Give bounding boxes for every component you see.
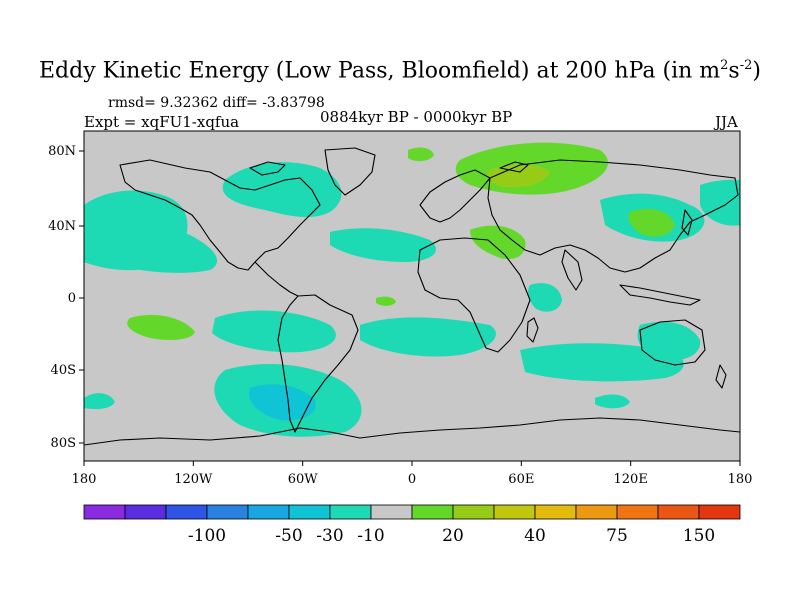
neg-region-south-pacific — [212, 310, 336, 353]
pos-region-pacific-south — [127, 314, 195, 340]
colorbar-label: 20 — [442, 526, 464, 546]
plot-title: Eddy Kinetic Energy (Low Pass, Bloomfiel… — [0, 58, 800, 83]
lat-tick-label: 40N — [48, 219, 76, 234]
neg-region-australia — [637, 321, 701, 361]
colorbar-swatch — [206, 504, 249, 520]
coast-central-america — [254, 261, 299, 297]
coast-europe — [419, 169, 491, 223]
colorbar-swatch — [452, 504, 495, 520]
coast-australia — [639, 319, 706, 366]
map-background — [84, 131, 740, 461]
colorbar-swatch — [288, 504, 331, 520]
lon-tick-label: 60W — [288, 472, 319, 487]
colorbar-label: 150 — [683, 526, 715, 546]
lon-tick-label: 120W — [174, 472, 213, 487]
colorbar-swatch — [698, 504, 741, 520]
lon-tick-label: 60E — [508, 472, 534, 487]
neg-region-south-indian — [595, 394, 630, 409]
coast-antarctica — [84, 417, 740, 446]
colorbar-label: -50 — [275, 526, 302, 546]
lat-tick-label: 40S — [51, 363, 76, 378]
neg-region-drake — [249, 384, 316, 421]
coast-indonesia — [619, 284, 701, 306]
colorbar-swatch — [165, 504, 208, 520]
coast-south-america — [277, 294, 359, 433]
neg-region-pacific-band — [84, 221, 218, 273]
coast-north-america — [119, 159, 321, 271]
lon-tick-label: 120E — [614, 472, 648, 487]
colorbar-swatch — [534, 504, 577, 520]
latitude-ticks: 80N 40N 0 40S 80S — [48, 144, 84, 451]
longitude-ticks: 180 120W 60W 0 60E 120E 180 — [72, 461, 753, 487]
lat-tick-label: 80S — [51, 436, 76, 451]
lon-tick-label: 180 — [728, 472, 753, 487]
lon-tick-label: 180 — [72, 472, 97, 487]
neg-region-indian-ocean — [520, 343, 684, 382]
coast-greenland — [324, 147, 376, 196]
coastlines — [84, 147, 740, 446]
neg-region-north-pacific-east — [700, 179, 740, 226]
neg-region-africa — [527, 283, 562, 312]
coast-asia — [487, 159, 739, 273]
coast-madagascar — [526, 317, 539, 343]
coast-arctic-islands-2 — [499, 161, 529, 173]
pos-region-asia — [628, 208, 675, 237]
colorbar-swatch — [124, 504, 167, 520]
colorbar-swatch — [370, 504, 413, 520]
pos-region-middle-east — [470, 225, 526, 260]
lon-tick-label: 0 — [408, 472, 416, 487]
colorbar-swatch — [83, 504, 126, 520]
pos-region-eurasia-core — [487, 164, 550, 188]
colorbar-label: 40 — [524, 526, 546, 546]
experiment-label: Expt = xqFU1-xqfua — [84, 113, 240, 131]
colorbar-swatch — [411, 504, 454, 520]
neg-region-south-pacific-far — [84, 393, 115, 410]
neg-region-atlantic — [330, 228, 436, 262]
coast-india — [561, 249, 583, 291]
title-text: Eddy Kinetic Energy (Low Pass, Bloomfiel… — [39, 58, 721, 84]
title-close: ) — [752, 58, 761, 84]
colorbar-label: -100 — [188, 526, 226, 546]
coast-japan — [681, 209, 693, 236]
period-label: 0884kyr BP - 0000kyr BP — [320, 108, 513, 126]
colorbar-swatch — [657, 504, 700, 520]
anomaly-contours — [84, 162, 740, 437]
colorbar-swatch — [247, 504, 290, 520]
title-sup1: 2 — [720, 58, 729, 73]
pos-region-atlantic-small — [408, 147, 434, 162]
coast-africa — [417, 237, 531, 353]
colorbar-swatch — [575, 504, 618, 520]
lat-tick-label: 80N — [48, 144, 76, 159]
colorbar-label: -10 — [357, 526, 384, 546]
colorbar: -100 -50 -30 -10 20 40 75 150 — [83, 504, 741, 546]
pos-region-atlantic-equator — [376, 296, 396, 306]
neg-region-north-america — [222, 162, 342, 218]
colorbar-label: -30 — [316, 526, 343, 546]
colorbar-swatch — [616, 504, 659, 520]
colorbar-swatch — [493, 504, 536, 520]
lat-tick-label: 0 — [68, 291, 76, 306]
colorbar-label: 75 — [606, 526, 628, 546]
neg-region-south-atlantic — [360, 317, 496, 357]
title-sup2: -2 — [739, 58, 753, 73]
coast-new-zealand — [715, 364, 727, 389]
coast-arctic-islands — [249, 161, 286, 176]
colorbar-swatch — [329, 504, 372, 520]
season-label: JJA — [715, 113, 738, 131]
stats-text: rmsd= 9.32362 diff= -3.83798 — [108, 95, 325, 111]
title-mid: s — [728, 58, 740, 84]
positive-contours — [127, 142, 675, 340]
map-panel — [84, 131, 740, 461]
